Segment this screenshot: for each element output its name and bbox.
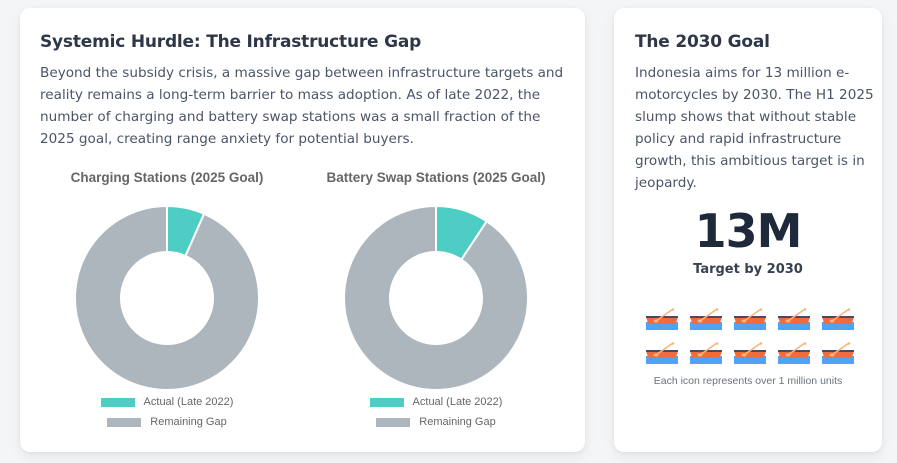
unit-icon-grid bbox=[640, 308, 860, 364]
legend-item-actual[interactable]: Actual (Late 2022) bbox=[316, 392, 556, 412]
legend-label: Actual (Late 2022) bbox=[143, 396, 234, 408]
canoe-icon bbox=[640, 342, 684, 364]
canoe-icon bbox=[816, 342, 860, 364]
legend-swatch-remaining bbox=[107, 417, 142, 427]
chart-legend: Actual (Late 2022) Remaining Gap bbox=[47, 392, 287, 432]
charging-stations-chart: Charging Stations (2025 Goal) Actual (La… bbox=[47, 168, 287, 438]
icon-caption: Each icon represents over 1 million unit… bbox=[653, 375, 843, 387]
card-description: Beyond the subsidy crisis, a massive gap… bbox=[40, 65, 564, 147]
card-description: Indonesia aims for 13 million e-motorcyc… bbox=[635, 65, 874, 191]
canoe-icon bbox=[684, 308, 728, 330]
legend-swatch-actual bbox=[369, 397, 404, 407]
canoe-icon bbox=[640, 308, 684, 330]
canoe-icon bbox=[728, 308, 772, 330]
canoe-icon bbox=[684, 342, 728, 364]
legend-label: Actual (Late 2022) bbox=[412, 396, 503, 408]
legend-item-remaining[interactable]: Remaining Gap bbox=[47, 412, 287, 432]
legend-swatch-actual bbox=[100, 397, 135, 407]
canoe-icon bbox=[816, 308, 860, 330]
legend-label: Remaining Gap bbox=[150, 416, 227, 428]
legend-label: Remaining Gap bbox=[419, 416, 496, 428]
canoe-icon bbox=[728, 342, 772, 364]
chart-title: Battery Swap Stations (2025 Goal) bbox=[326, 170, 546, 185]
slice-remaining-gap[interactable] bbox=[74, 204, 260, 391]
card-title: Systemic Hurdle: The Infrastructure Gap bbox=[40, 32, 422, 52]
chart-legend: Actual (Late 2022) Remaining Gap bbox=[316, 392, 556, 432]
target-number: 13M bbox=[694, 204, 803, 258]
canoe-icon bbox=[772, 308, 816, 330]
target-label: Target by 2030 bbox=[693, 262, 803, 277]
legend-item-actual[interactable]: Actual (Late 2022) bbox=[47, 392, 287, 412]
slice-remaining-gap[interactable] bbox=[343, 204, 529, 391]
battery-swap-stations-chart: Battery Swap Stations (2025 Goal) Actual… bbox=[316, 168, 556, 438]
doughnut-chart bbox=[74, 204, 260, 391]
doughnut-chart bbox=[343, 204, 529, 391]
card-title: The 2030 Goal bbox=[635, 32, 770, 52]
canoe-icon bbox=[772, 342, 816, 364]
legend-item-remaining[interactable]: Remaining Gap bbox=[316, 412, 556, 432]
infrastructure-gap-card: Systemic Hurdle: The Infrastructure Gap … bbox=[20, 8, 585, 452]
legend-swatch-remaining bbox=[376, 417, 411, 427]
goal-2030-card: The 2030 Goal Indonesia aims for 13 mill… bbox=[614, 8, 882, 452]
chart-title: Charging Stations (2025 Goal) bbox=[70, 170, 264, 185]
